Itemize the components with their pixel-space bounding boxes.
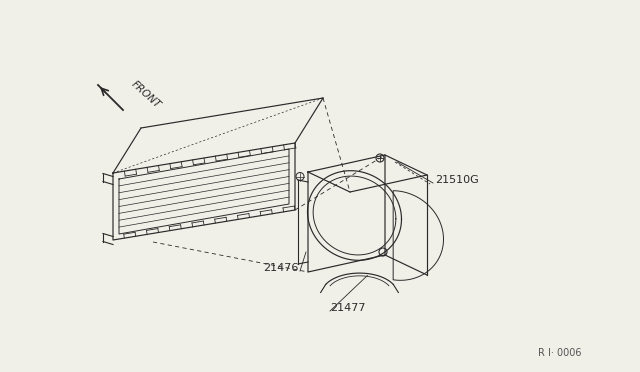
Text: FRONT: FRONT [129, 79, 162, 110]
Text: R I· 0006: R I· 0006 [538, 348, 582, 358]
Text: 21510G: 21510G [435, 175, 479, 185]
Text: 21476: 21476 [263, 263, 298, 273]
Text: 21477: 21477 [330, 303, 365, 313]
